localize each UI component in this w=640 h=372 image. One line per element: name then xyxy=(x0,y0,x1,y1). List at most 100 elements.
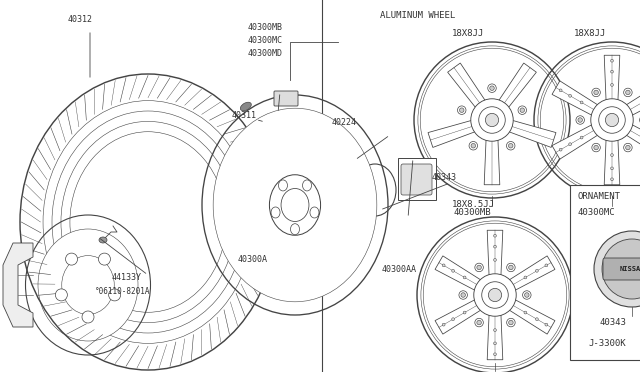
Circle shape xyxy=(493,234,497,237)
Polygon shape xyxy=(428,120,477,147)
Text: 18X8JJ: 18X8JJ xyxy=(574,29,606,38)
Polygon shape xyxy=(487,312,503,360)
Ellipse shape xyxy=(269,175,321,235)
FancyBboxPatch shape xyxy=(603,258,640,280)
Circle shape xyxy=(626,145,630,150)
FancyBboxPatch shape xyxy=(398,158,436,200)
Circle shape xyxy=(592,143,600,152)
Text: 18X8.5JJ: 18X8.5JJ xyxy=(452,200,495,209)
Circle shape xyxy=(623,88,632,97)
Circle shape xyxy=(508,144,513,148)
Text: 40300MB: 40300MB xyxy=(454,208,492,217)
Circle shape xyxy=(493,353,497,356)
Circle shape xyxy=(611,154,613,157)
Circle shape xyxy=(109,289,120,301)
Text: 40343: 40343 xyxy=(600,318,627,327)
Circle shape xyxy=(506,141,515,150)
Text: ORNAMENT: ORNAMENT xyxy=(578,192,621,201)
Text: 40312: 40312 xyxy=(68,15,93,24)
Circle shape xyxy=(611,59,613,62)
Circle shape xyxy=(509,265,513,270)
Circle shape xyxy=(602,239,640,299)
Polygon shape xyxy=(435,256,483,291)
Circle shape xyxy=(591,99,633,141)
Circle shape xyxy=(569,94,572,97)
Ellipse shape xyxy=(52,111,244,333)
Circle shape xyxy=(536,269,538,272)
Circle shape xyxy=(518,106,527,115)
Circle shape xyxy=(477,265,481,270)
Text: 40311: 40311 xyxy=(232,111,257,120)
Circle shape xyxy=(475,263,483,272)
Text: 40343: 40343 xyxy=(432,173,457,182)
Circle shape xyxy=(545,264,548,267)
Circle shape xyxy=(523,291,531,299)
Circle shape xyxy=(623,143,632,152)
Circle shape xyxy=(578,118,582,122)
Circle shape xyxy=(452,318,454,321)
Ellipse shape xyxy=(213,108,377,302)
Text: NISSAN: NISSAN xyxy=(620,266,640,272)
Circle shape xyxy=(509,320,513,325)
FancyBboxPatch shape xyxy=(274,91,298,106)
Circle shape xyxy=(469,141,477,150)
Polygon shape xyxy=(435,299,483,334)
Polygon shape xyxy=(624,81,640,116)
Ellipse shape xyxy=(303,180,312,191)
Circle shape xyxy=(592,88,600,97)
Circle shape xyxy=(493,342,497,345)
Polygon shape xyxy=(624,124,640,159)
Circle shape xyxy=(507,263,515,272)
Circle shape xyxy=(461,293,465,297)
Circle shape xyxy=(442,264,445,267)
Text: 40300AA: 40300AA xyxy=(382,265,417,274)
Text: °06110-8201A: °06110-8201A xyxy=(95,287,150,296)
Circle shape xyxy=(493,259,497,261)
Ellipse shape xyxy=(241,102,252,111)
Circle shape xyxy=(594,231,640,307)
Circle shape xyxy=(442,323,445,326)
Circle shape xyxy=(507,318,515,327)
Polygon shape xyxy=(552,124,600,159)
Ellipse shape xyxy=(281,189,309,221)
Circle shape xyxy=(520,108,525,112)
Text: 18X8JJ: 18X8JJ xyxy=(452,29,484,38)
Ellipse shape xyxy=(99,237,107,243)
Circle shape xyxy=(82,311,94,323)
Ellipse shape xyxy=(310,207,319,218)
Circle shape xyxy=(611,83,613,86)
Circle shape xyxy=(474,274,516,316)
Circle shape xyxy=(493,329,497,331)
Circle shape xyxy=(605,113,619,126)
Circle shape xyxy=(463,276,466,279)
Circle shape xyxy=(524,311,527,314)
Text: ALUMINUM WHEEL: ALUMINUM WHEEL xyxy=(380,11,455,20)
Polygon shape xyxy=(604,55,620,103)
Text: 40224: 40224 xyxy=(332,118,357,127)
Circle shape xyxy=(458,106,466,115)
Polygon shape xyxy=(497,63,536,109)
Circle shape xyxy=(611,167,613,170)
Polygon shape xyxy=(447,63,486,109)
Polygon shape xyxy=(604,137,620,185)
Text: 40300MD: 40300MD xyxy=(248,49,283,58)
Polygon shape xyxy=(552,81,600,116)
Text: 40300MC: 40300MC xyxy=(248,36,283,45)
Circle shape xyxy=(599,107,625,133)
Circle shape xyxy=(545,323,548,326)
Circle shape xyxy=(471,99,513,141)
Circle shape xyxy=(559,89,562,92)
Ellipse shape xyxy=(38,229,138,341)
Circle shape xyxy=(488,288,502,302)
Ellipse shape xyxy=(61,121,235,323)
FancyBboxPatch shape xyxy=(570,185,640,360)
Text: 40300A: 40300A xyxy=(238,255,268,264)
Polygon shape xyxy=(3,243,33,327)
Ellipse shape xyxy=(354,164,396,216)
Ellipse shape xyxy=(278,180,287,191)
Circle shape xyxy=(479,107,505,133)
Circle shape xyxy=(459,291,467,299)
Polygon shape xyxy=(484,137,500,185)
Circle shape xyxy=(65,253,77,265)
Circle shape xyxy=(460,108,464,112)
